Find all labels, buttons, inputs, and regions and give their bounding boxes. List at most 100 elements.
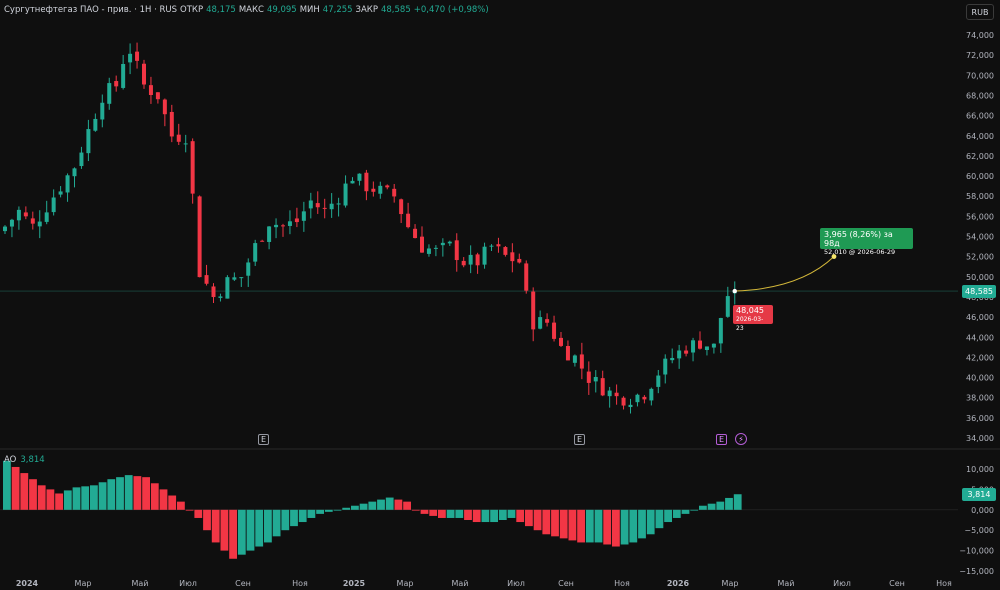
candle-body	[406, 213, 411, 228]
time-tick-label: Июл	[833, 579, 851, 588]
ao-bar	[307, 509, 316, 518]
candle-body	[572, 355, 577, 363]
low-label: МИН	[299, 5, 320, 15]
ao-bar	[446, 509, 455, 518]
candle-body	[621, 397, 626, 406]
candle-body	[86, 129, 91, 154]
candle-body	[684, 350, 689, 354]
ao-bar	[290, 509, 298, 527]
ao-bar	[211, 509, 220, 543]
candle-body	[58, 191, 63, 195]
ao-bar	[568, 509, 577, 541]
projection-curve	[734, 256, 835, 292]
ao-bar	[159, 489, 168, 510]
ao-bar	[542, 509, 551, 535]
currency-button[interactable]: RUB	[966, 4, 994, 20]
ao-bar	[429, 509, 438, 516]
candle-body	[559, 337, 563, 346]
time-tick-label: 2025	[343, 579, 366, 588]
candle-body	[545, 319, 550, 323]
ao-bar	[20, 473, 29, 510]
candle-body	[121, 63, 126, 88]
candle-body	[642, 396, 647, 400]
time-tick-label: Сен	[889, 579, 905, 588]
candle-body	[461, 260, 466, 266]
ao-bar	[63, 490, 72, 510]
candle-body	[260, 240, 265, 242]
ao-bar	[246, 509, 255, 551]
candle-body	[628, 404, 633, 408]
ao-bar	[516, 509, 525, 523]
candle-body	[93, 118, 98, 131]
ao-bar	[264, 509, 272, 543]
candle-body	[3, 226, 7, 232]
ao-bar	[551, 509, 559, 537]
ao-tick-label: −5,000	[964, 526, 994, 535]
ao-bar	[37, 485, 46, 510]
candle-body	[211, 286, 216, 298]
ao-bar	[3, 460, 11, 510]
candle-body	[225, 277, 230, 299]
candle-body	[468, 254, 473, 265]
ao-bar	[585, 509, 594, 543]
high-label: МАКС	[238, 5, 264, 15]
projection-label: 3,965 (8,26%) за 98д 52,010 @ 2026-06-29	[820, 228, 913, 256]
ao-bar	[316, 509, 324, 514]
candle-body	[176, 134, 181, 142]
ao-histogram	[3, 460, 742, 559]
ao-bar	[629, 509, 638, 543]
ao-bar	[116, 477, 124, 510]
earnings-event-icon[interactable]: E	[716, 434, 727, 445]
time-tick-label: Ноя	[614, 579, 630, 588]
candle-body	[517, 258, 522, 263]
ao-bar	[507, 509, 516, 518]
time-tick-label: Мар	[722, 579, 739, 588]
candle-body	[72, 168, 77, 177]
ao-tick-label: −10,000	[959, 547, 994, 556]
candle-body	[371, 188, 376, 192]
candle-body	[503, 247, 508, 255]
ao-bar	[133, 476, 142, 510]
ao-bar	[255, 509, 264, 547]
candle-body	[281, 225, 285, 227]
indicator-legend[interactable]: AO 3,814	[4, 455, 45, 465]
ao-tick-label: −15,000	[959, 567, 994, 576]
candle-body	[16, 209, 21, 221]
candle-body	[677, 350, 682, 359]
earnings-event-icon[interactable]: E	[574, 434, 585, 445]
grid	[0, 290, 1000, 511]
ao-tick-label: 10,000	[966, 465, 994, 474]
ao-bar	[699, 505, 707, 510]
candle-body	[294, 218, 299, 223]
candle-body	[420, 236, 424, 253]
ao-bar	[733, 494, 742, 510]
candle-body	[51, 197, 56, 213]
candle-body	[552, 322, 557, 339]
ao-bar	[464, 509, 472, 520]
price-tick-label: 46,000	[966, 313, 994, 322]
ao-bar	[403, 501, 411, 510]
ao-bar	[385, 497, 394, 510]
earnings-event-icon[interactable]: E	[258, 434, 269, 445]
candle-body	[579, 354, 584, 369]
ao-bar	[55, 493, 63, 510]
projection-change: 3,965 (8,26%) за 98д	[824, 230, 893, 248]
ao-bar	[481, 509, 490, 523]
candle-body	[107, 83, 112, 104]
price-tick-label: 40,000	[966, 374, 994, 383]
candle-body	[524, 263, 529, 291]
ao-bar	[150, 483, 159, 510]
price-tick-label: 44,000	[966, 333, 994, 342]
ao-bar	[168, 495, 177, 510]
price-tick-label: 50,000	[966, 273, 994, 282]
candle-body	[433, 247, 438, 249]
ao-bar	[107, 479, 116, 510]
candle-body	[440, 242, 445, 246]
dividend-event-icon[interactable]: ⚡	[735, 433, 747, 445]
ao-bar	[681, 509, 690, 514]
indicator-value: 3,814	[20, 455, 45, 465]
candle-body	[79, 152, 84, 167]
projection-end-point	[831, 254, 837, 259]
ao-bar	[559, 509, 568, 539]
